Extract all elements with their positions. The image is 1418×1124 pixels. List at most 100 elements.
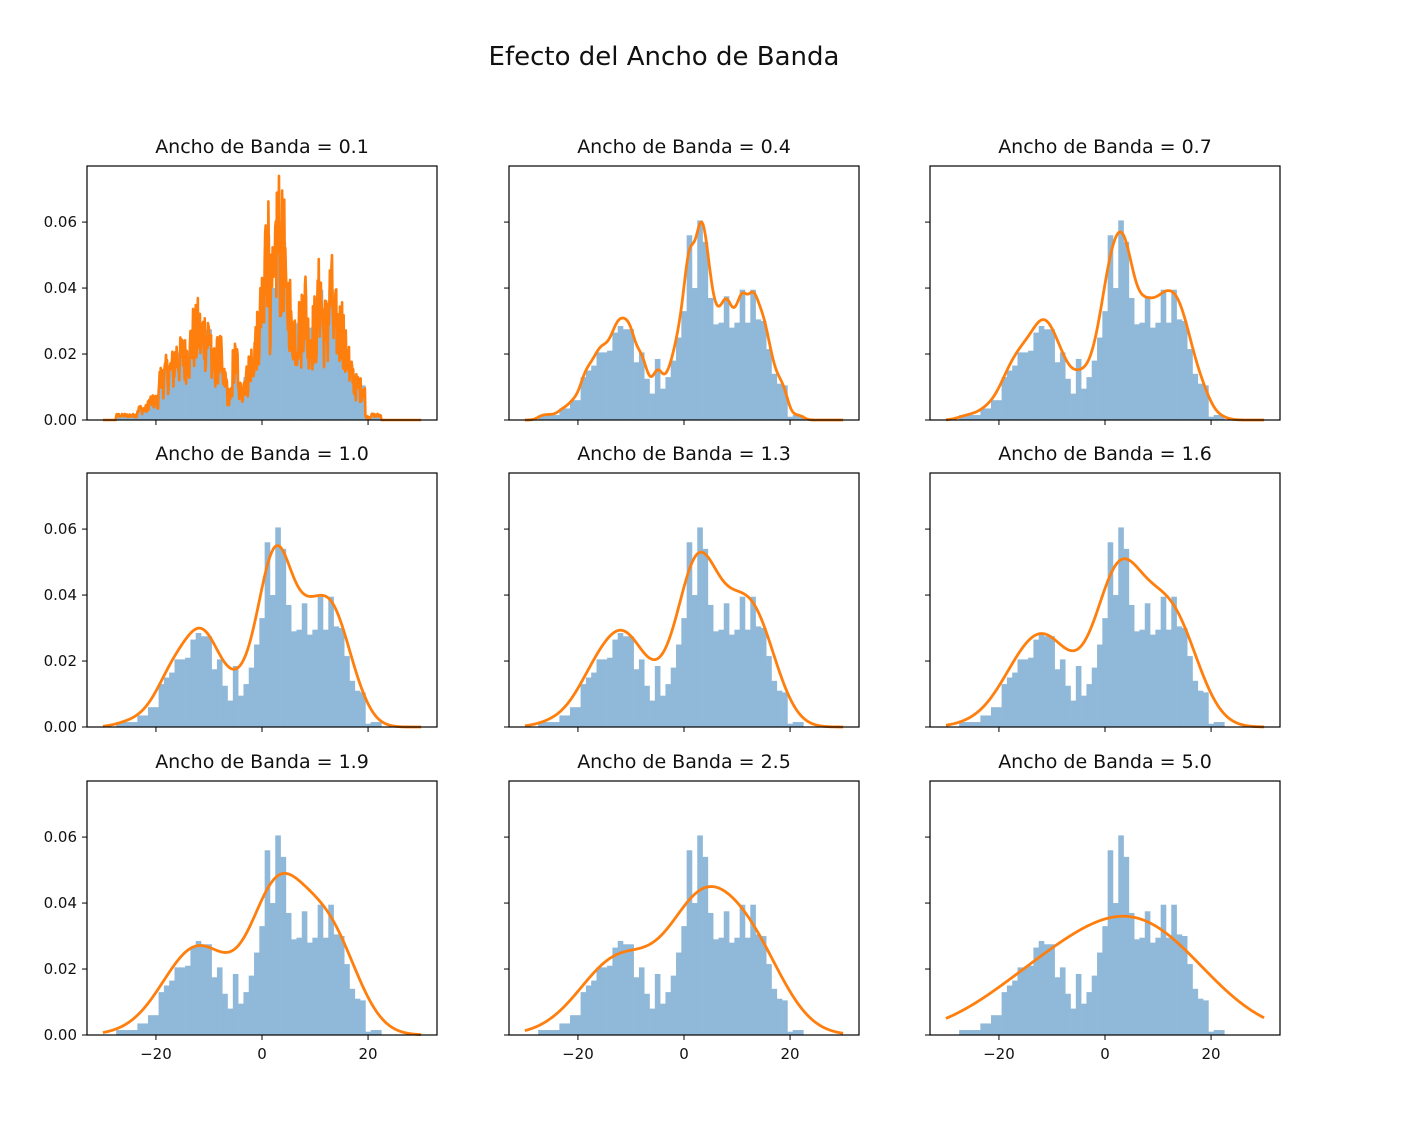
histogram-bar [269, 595, 276, 727]
histogram-bar [126, 1030, 133, 1035]
histogram-bar [964, 415, 971, 420]
histogram-bar [660, 388, 666, 420]
histogram-bar [676, 337, 682, 420]
y-tick-label: 0.06 [44, 520, 77, 538]
histogram-bar [686, 235, 693, 420]
histogram-bar [1006, 985, 1013, 1035]
histogram-bar [264, 235, 271, 420]
histogram-bar [959, 722, 965, 727]
histogram-bar [980, 408, 986, 420]
histogram-bar [580, 684, 587, 727]
histogram-bar [718, 629, 725, 727]
histogram-bar [1171, 289, 1177, 420]
histogram-bar [1075, 973, 1082, 1035]
histogram-bar [301, 603, 308, 727]
histogram-bar [755, 319, 762, 420]
histogram-bar [670, 975, 677, 1035]
histogram-bar [766, 656, 772, 727]
histogram-bar [137, 715, 143, 727]
histogram-bar [1187, 964, 1193, 1035]
histogram-bar [1075, 665, 1082, 727]
histogram-bar [607, 657, 613, 727]
histogram-bar [1123, 856, 1130, 1035]
histogram-bar [1123, 241, 1130, 420]
histogram-bar [718, 322, 725, 420]
histogram-bar [975, 722, 981, 727]
histogram-bar [360, 1000, 366, 1035]
histogram-bar [179, 967, 186, 1035]
histogram-bar [559, 408, 565, 420]
histogram-bar [338, 321, 345, 420]
kde-curve [102, 174, 422, 422]
histogram-bar [1165, 322, 1172, 420]
x-tick-label: 0 [679, 1045, 689, 1063]
histogram-bar [665, 684, 672, 727]
histogram-bar [1176, 319, 1183, 420]
kde-curve [524, 885, 844, 1035]
histogram-bar [739, 289, 746, 420]
histogram-bar [1033, 639, 1040, 727]
histogram-bar [206, 636, 212, 727]
histogram-bar [1028, 350, 1034, 420]
histogram-bar [782, 1000, 788, 1035]
histogram-bar [147, 400, 154, 420]
histogram-bar [360, 385, 366, 420]
histogram-bar [1081, 695, 1087, 727]
histogram-bar [163, 985, 170, 1035]
histogram-bar [554, 722, 560, 727]
histogram-bar [771, 680, 778, 727]
y-tick-label: 0.02 [44, 345, 77, 363]
histogram-bar [1134, 939, 1140, 1035]
histogram-bar [585, 985, 592, 1035]
histogram-bar [585, 370, 592, 420]
y-tick-label: 0.06 [44, 213, 77, 231]
histogram-bar [607, 965, 613, 1035]
histogram-bar [1107, 850, 1114, 1035]
histogram-bar [301, 296, 308, 420]
histogram-bar [990, 707, 997, 727]
histogram-bar [771, 988, 778, 1035]
histogram-bar [1044, 329, 1050, 420]
histogram-bar [354, 383, 361, 420]
histogram-bar [333, 626, 340, 727]
histogram-bar [649, 393, 656, 420]
histogram-bar [243, 684, 250, 727]
histogram-bar [543, 415, 550, 420]
histogram-bar [1006, 370, 1013, 420]
histogram-bar [1086, 377, 1093, 420]
histogram-bar [760, 936, 767, 1035]
histogram-bar [185, 350, 191, 420]
histogram-bar [612, 639, 619, 727]
histogram-bar [591, 672, 597, 727]
histogram-bar [575, 1015, 581, 1035]
histogram-bar [1155, 322, 1161, 420]
histogram-bar [1033, 332, 1040, 420]
y-tick-label: 0.00 [44, 718, 77, 736]
histogram-bar [1091, 360, 1098, 420]
histogram-bar [1150, 327, 1156, 420]
subplot-title: Ancho de Banda = 0.1 [155, 136, 369, 158]
histogram-bar [1197, 690, 1204, 727]
histogram-bar [964, 722, 971, 727]
histogram-bar [338, 936, 345, 1035]
histogram-bar [137, 408, 143, 420]
histogram-bar [744, 629, 751, 727]
histogram-bar [591, 980, 597, 1035]
histogram-bar [681, 926, 687, 1035]
histogram-bar [158, 992, 165, 1035]
histogram-bar [649, 700, 656, 727]
histogram-bar [179, 659, 186, 727]
histogram-bar [349, 680, 356, 727]
histogram-bar [322, 322, 329, 420]
histogram-bar [243, 377, 250, 420]
histogram-bar [1181, 936, 1188, 1035]
histogram-bar [654, 665, 661, 727]
histogram-bar [787, 416, 794, 420]
histogram-bar [538, 1030, 544, 1035]
x-tick-label: 0 [1100, 1045, 1110, 1063]
histogram-bar [744, 937, 751, 1035]
subplot-title: Ancho de Banda = 5.0 [998, 751, 1212, 773]
x-tick-label: −20 [983, 1045, 1015, 1063]
histogram-bar [980, 1023, 986, 1035]
histogram-bar [317, 289, 324, 420]
